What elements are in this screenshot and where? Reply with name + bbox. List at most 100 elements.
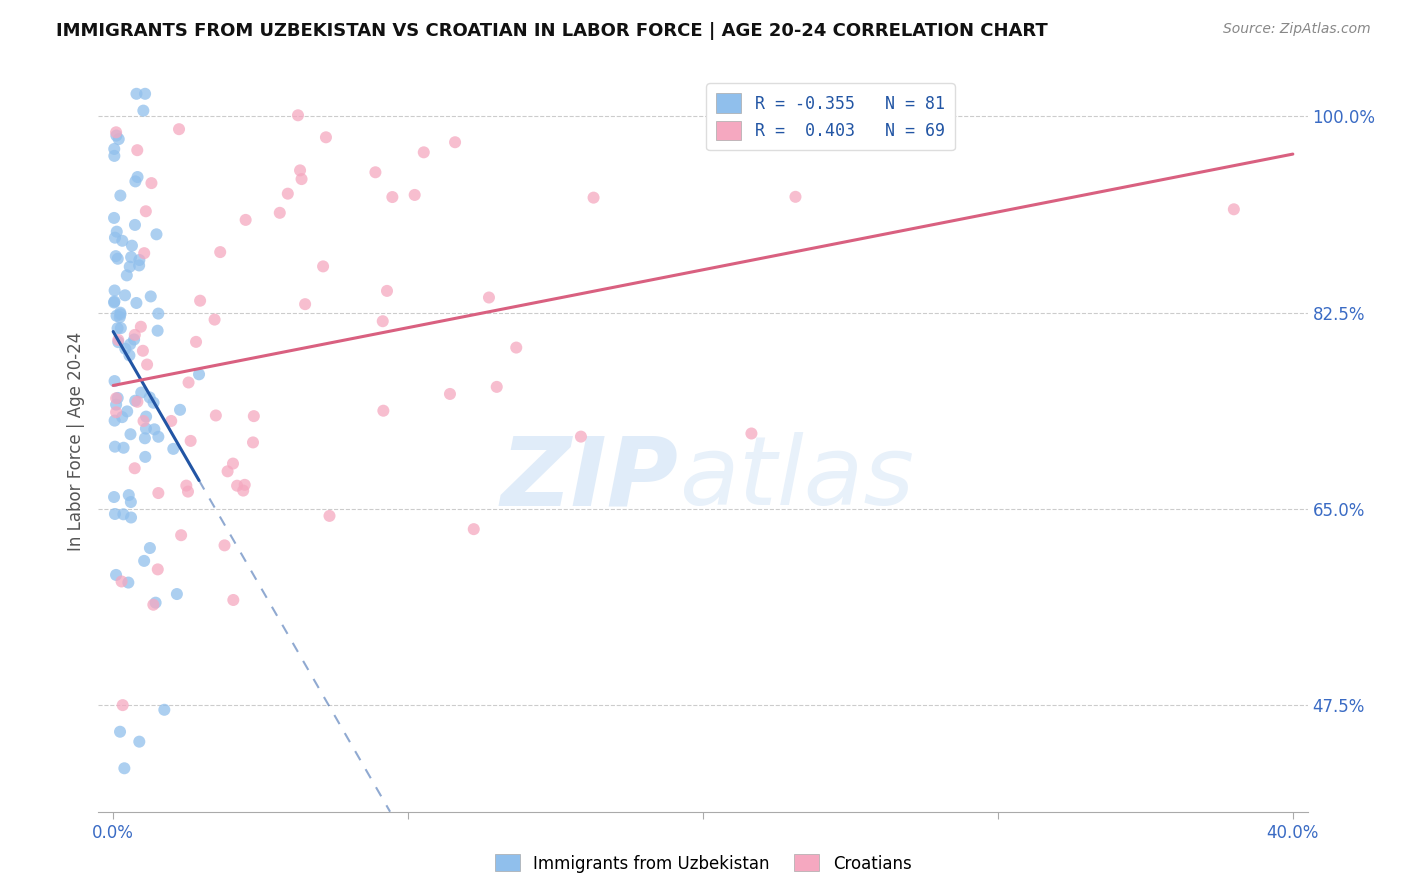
Point: [108, 724, 131, 739]
Point: [110, 574, 132, 589]
Point: [103, 295, 125, 310]
Point: [105, 125, 128, 139]
Point: [107, 391, 129, 405]
Point: [115, 404, 138, 418]
Point: [404, 188, 426, 202]
Point: [107, 321, 129, 335]
Point: [143, 422, 166, 436]
Point: [132, 414, 155, 428]
Point: [118, 260, 141, 274]
Point: [134, 246, 156, 260]
Point: [112, 508, 135, 522]
Point: [478, 291, 501, 305]
Point: [120, 495, 142, 509]
Point: [145, 227, 167, 242]
Point: [111, 410, 134, 425]
Point: [104, 249, 127, 263]
Point: [167, 122, 190, 136]
Point: [124, 327, 146, 342]
Point: [177, 376, 200, 390]
Point: [127, 394, 149, 409]
Point: [287, 108, 309, 122]
Point: [138, 391, 160, 405]
Point: [269, 206, 291, 220]
Point: [115, 268, 138, 283]
Point: [569, 429, 592, 443]
Point: [146, 324, 169, 338]
Text: Source: ZipAtlas.com: Source: ZipAtlas.com: [1223, 22, 1371, 37]
Point: [381, 190, 404, 204]
Point: [118, 488, 141, 502]
Point: [129, 385, 152, 400]
Point: [110, 321, 132, 335]
Point: [134, 87, 156, 101]
Point: [105, 128, 128, 143]
Point: [110, 188, 132, 202]
Point: [170, 528, 193, 542]
Point: [235, 213, 257, 227]
Point: [104, 414, 127, 428]
Point: [162, 442, 184, 456]
Point: [176, 478, 198, 492]
Point: [108, 310, 131, 325]
Point: [226, 478, 249, 492]
Point: [294, 297, 316, 311]
Point: [120, 337, 142, 351]
Point: [214, 538, 236, 552]
Point: [142, 598, 165, 612]
Point: [288, 163, 311, 178]
Point: [1223, 202, 1246, 217]
Point: [233, 478, 256, 492]
Point: [104, 284, 127, 298]
Point: [118, 348, 141, 362]
Point: [412, 145, 434, 160]
Point: [204, 312, 226, 326]
Point: [104, 507, 127, 521]
Point: [120, 427, 142, 442]
Point: [132, 103, 155, 118]
Legend: R = -0.355   N = 81, R =  0.403   N = 69: R = -0.355 N = 81, R = 0.403 N = 69: [706, 83, 955, 150]
Point: [135, 421, 157, 435]
Point: [114, 288, 136, 302]
Point: [463, 522, 485, 536]
Point: [105, 398, 128, 412]
Point: [103, 374, 125, 388]
Point: [121, 238, 143, 252]
Point: [222, 457, 245, 471]
Text: IMMIGRANTS FROM UZBEKISTAN VS CROATIAN IN LABOR FORCE | AGE 20-24 CORRELATION CH: IMMIGRANTS FROM UZBEKISTAN VS CROATIAN I…: [56, 22, 1047, 40]
Point: [205, 409, 228, 423]
Point: [107, 335, 129, 350]
Point: [104, 440, 127, 454]
Point: [104, 230, 127, 244]
Point: [785, 190, 807, 204]
Point: [160, 414, 183, 428]
Point: [127, 143, 149, 157]
Point: [103, 490, 125, 504]
Point: [180, 434, 202, 448]
Point: [127, 169, 149, 184]
Point: [242, 435, 264, 450]
Point: [141, 176, 163, 190]
Point: [103, 149, 125, 163]
Point: [103, 142, 125, 156]
Point: [125, 296, 148, 310]
Point: [148, 486, 170, 500]
Point: [243, 409, 266, 424]
Point: [103, 294, 125, 309]
Point: [124, 461, 146, 475]
Point: [128, 734, 150, 748]
Point: [315, 130, 337, 145]
Point: [136, 358, 159, 372]
Point: [312, 260, 335, 274]
Text: atlas: atlas: [679, 432, 914, 525]
Point: [364, 165, 387, 179]
Point: [232, 483, 254, 498]
Point: [112, 441, 135, 455]
Point: [129, 319, 152, 334]
Point: [111, 234, 134, 248]
Point: [277, 186, 299, 201]
Point: [114, 342, 136, 356]
Point: [135, 204, 157, 219]
Point: [103, 211, 125, 225]
Point: [134, 431, 156, 445]
